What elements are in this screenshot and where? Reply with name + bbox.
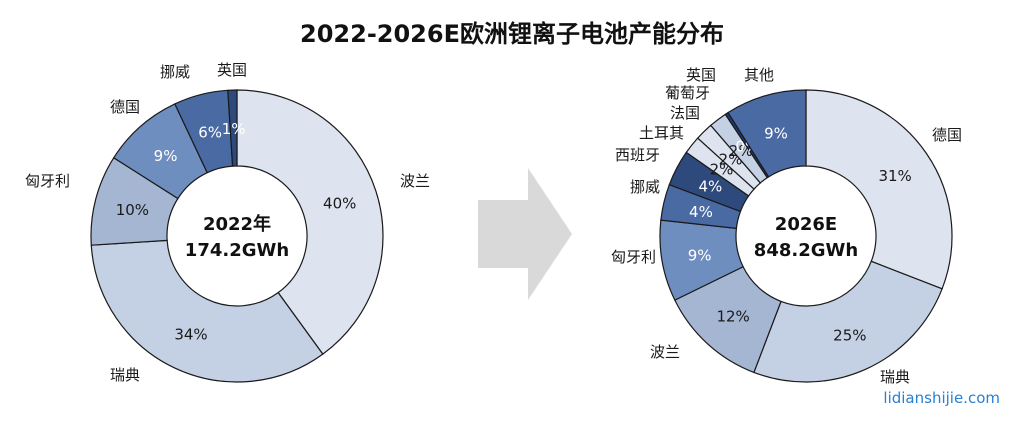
slice-name-label: 挪威 xyxy=(630,178,660,196)
slice-percent-label: 4% xyxy=(699,178,723,196)
slice-percent-label: 4% xyxy=(689,203,713,221)
slice-percent-label: 1% xyxy=(222,120,246,138)
slice-name-label: 西班牙 xyxy=(615,146,660,164)
slice-name-label: 瑞典 xyxy=(110,366,140,384)
slice-name-label: 瑞典 xyxy=(880,368,910,386)
chart-title: 2022-2026E欧洲锂离子电池产能分布 xyxy=(300,20,724,48)
donut-slice xyxy=(90,239,324,383)
slice-name-label: 波兰 xyxy=(650,343,680,361)
donut-slice xyxy=(727,89,807,178)
donut-center-label: 174.2GWh xyxy=(185,240,289,261)
slice-percent-label: 9% xyxy=(688,247,712,265)
donut-slice xyxy=(227,89,238,167)
slice-name-label: 葡萄牙 xyxy=(665,84,710,102)
slice-percent-label: 25% xyxy=(833,327,866,345)
slice-percent-label: 40% xyxy=(323,195,356,213)
slice-name-label: 匈牙利 xyxy=(611,248,656,266)
donut-slice xyxy=(753,260,943,383)
slice-percent-label: 12% xyxy=(716,308,749,326)
watermark: lidianshijie.com xyxy=(883,389,1000,407)
donut-center-label: 2022年 xyxy=(203,213,271,235)
slice-percent-label: 9% xyxy=(154,147,178,165)
donut-slice xyxy=(236,89,384,355)
slice-name-label: 英国 xyxy=(217,61,247,79)
slice-name-label: 波兰 xyxy=(400,172,430,190)
transition-arrow xyxy=(478,168,572,300)
slice-name-label: 匈牙利 xyxy=(25,172,70,190)
slice-percent-label: 9% xyxy=(764,124,788,142)
donut-center-label: 848.2GWh xyxy=(754,240,858,261)
slice-name-label: 土耳其 xyxy=(639,124,684,142)
donut-chart-2022: 40% 波兰 34% 瑞典 10% 匈牙利 9% 德国 6% 挪威 1% 英国 2022年 174.2GW… xyxy=(25,61,430,384)
slice-name-label: 英国 xyxy=(686,66,716,84)
donut-center-label: 2026E xyxy=(775,214,837,235)
slice-name-label: 德国 xyxy=(110,98,140,116)
slice-percent-label: 34% xyxy=(174,326,207,344)
donut-slice xyxy=(805,89,953,290)
slice-name-label: 法国 xyxy=(670,104,700,122)
slice-percent-label: 10% xyxy=(116,201,149,219)
slice-percent-label: 6% xyxy=(198,123,222,141)
slice-percent-label: 31% xyxy=(878,167,911,185)
slice-name-label: 德国 xyxy=(932,126,962,144)
slice-name-label: 其他 xyxy=(744,66,774,84)
slice-name-label: 挪威 xyxy=(160,63,190,81)
